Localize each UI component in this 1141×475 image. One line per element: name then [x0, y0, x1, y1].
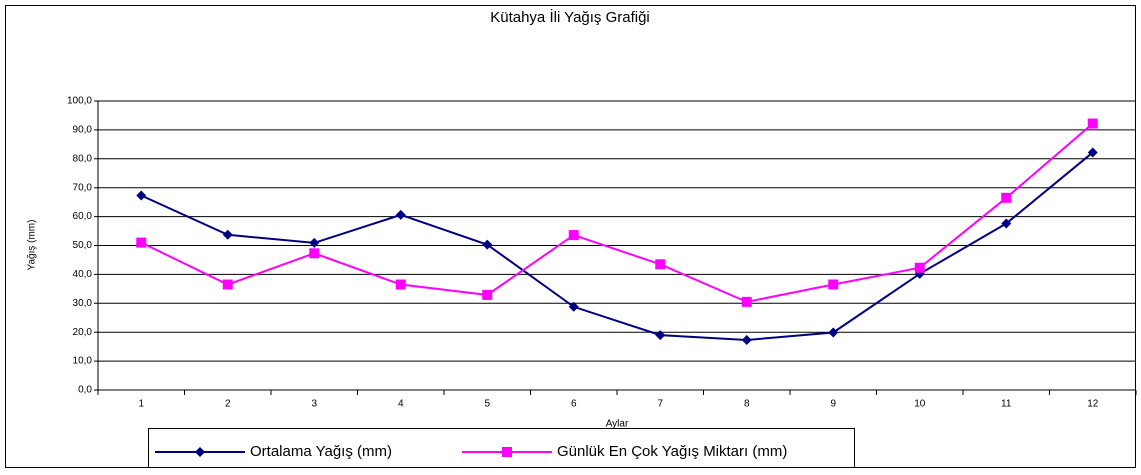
point: [195, 447, 205, 457]
y-tick-label: 50,0: [73, 240, 93, 251]
x-tick-label: 11: [1001, 399, 1012, 410]
line: [140, 151, 1094, 342]
point: [136, 190, 147, 201]
point: [655, 330, 666, 341]
x-axis-label: Aylar: [606, 419, 629, 430]
y-tick-label: 10,0: [73, 356, 93, 367]
point: [1001, 218, 1012, 229]
point: [309, 248, 320, 259]
x-tick-label: 7: [657, 399, 663, 410]
point: [741, 296, 752, 307]
x-tick-label: 10: [914, 399, 926, 410]
y-tick-label: 40,0: [73, 269, 93, 280]
point: [482, 239, 493, 250]
point: [395, 279, 406, 290]
x-tick-label: 12: [1087, 399, 1099, 410]
point: [914, 262, 925, 273]
x-tick-label: 4: [398, 399, 404, 410]
point: [568, 230, 579, 241]
legend-label: Ortalama Yağış (mm): [250, 443, 392, 460]
point: [222, 229, 233, 240]
point: [222, 279, 233, 290]
y-tick-label: 80,0: [73, 153, 93, 164]
point: [309, 237, 320, 248]
y-tick-label: 60,0: [73, 211, 93, 222]
point: [1087, 118, 1098, 129]
point: [395, 209, 406, 220]
line: [140, 122, 1094, 303]
point: [655, 259, 666, 270]
legend-box: [148, 428, 855, 468]
y-tick-label: 90,0: [73, 125, 93, 136]
point: [136, 237, 147, 248]
x-tick-label: 9: [830, 399, 836, 410]
y-tick-label: 30,0: [73, 298, 93, 309]
legend-label: Günlük En Çok Yağış Miktarı (mm): [557, 443, 787, 460]
x-tick-label: 3: [311, 399, 317, 410]
chart-title: Kütahya İli Yağış Grafiği: [490, 8, 650, 26]
point: [828, 327, 839, 338]
point: [741, 335, 752, 346]
x-tick-label: 8: [744, 399, 750, 410]
point: [482, 289, 493, 300]
point: [568, 301, 579, 312]
y-axis-label: Yağış (mm): [27, 220, 38, 271]
y-tick-label: 0,0: [78, 385, 92, 396]
y-tick-label: 70,0: [73, 182, 93, 193]
y-tick-label: 100,0: [67, 96, 92, 107]
point: [1001, 192, 1012, 203]
point: [502, 447, 512, 457]
point: [1087, 147, 1098, 158]
x-tick-label: 5: [484, 399, 490, 410]
point: [828, 279, 839, 290]
x-tick-label: 6: [571, 399, 577, 410]
y-tick-label: 20,0: [73, 327, 93, 338]
x-tick-label: 2: [225, 399, 231, 410]
x-tick-label: 1: [138, 399, 144, 410]
